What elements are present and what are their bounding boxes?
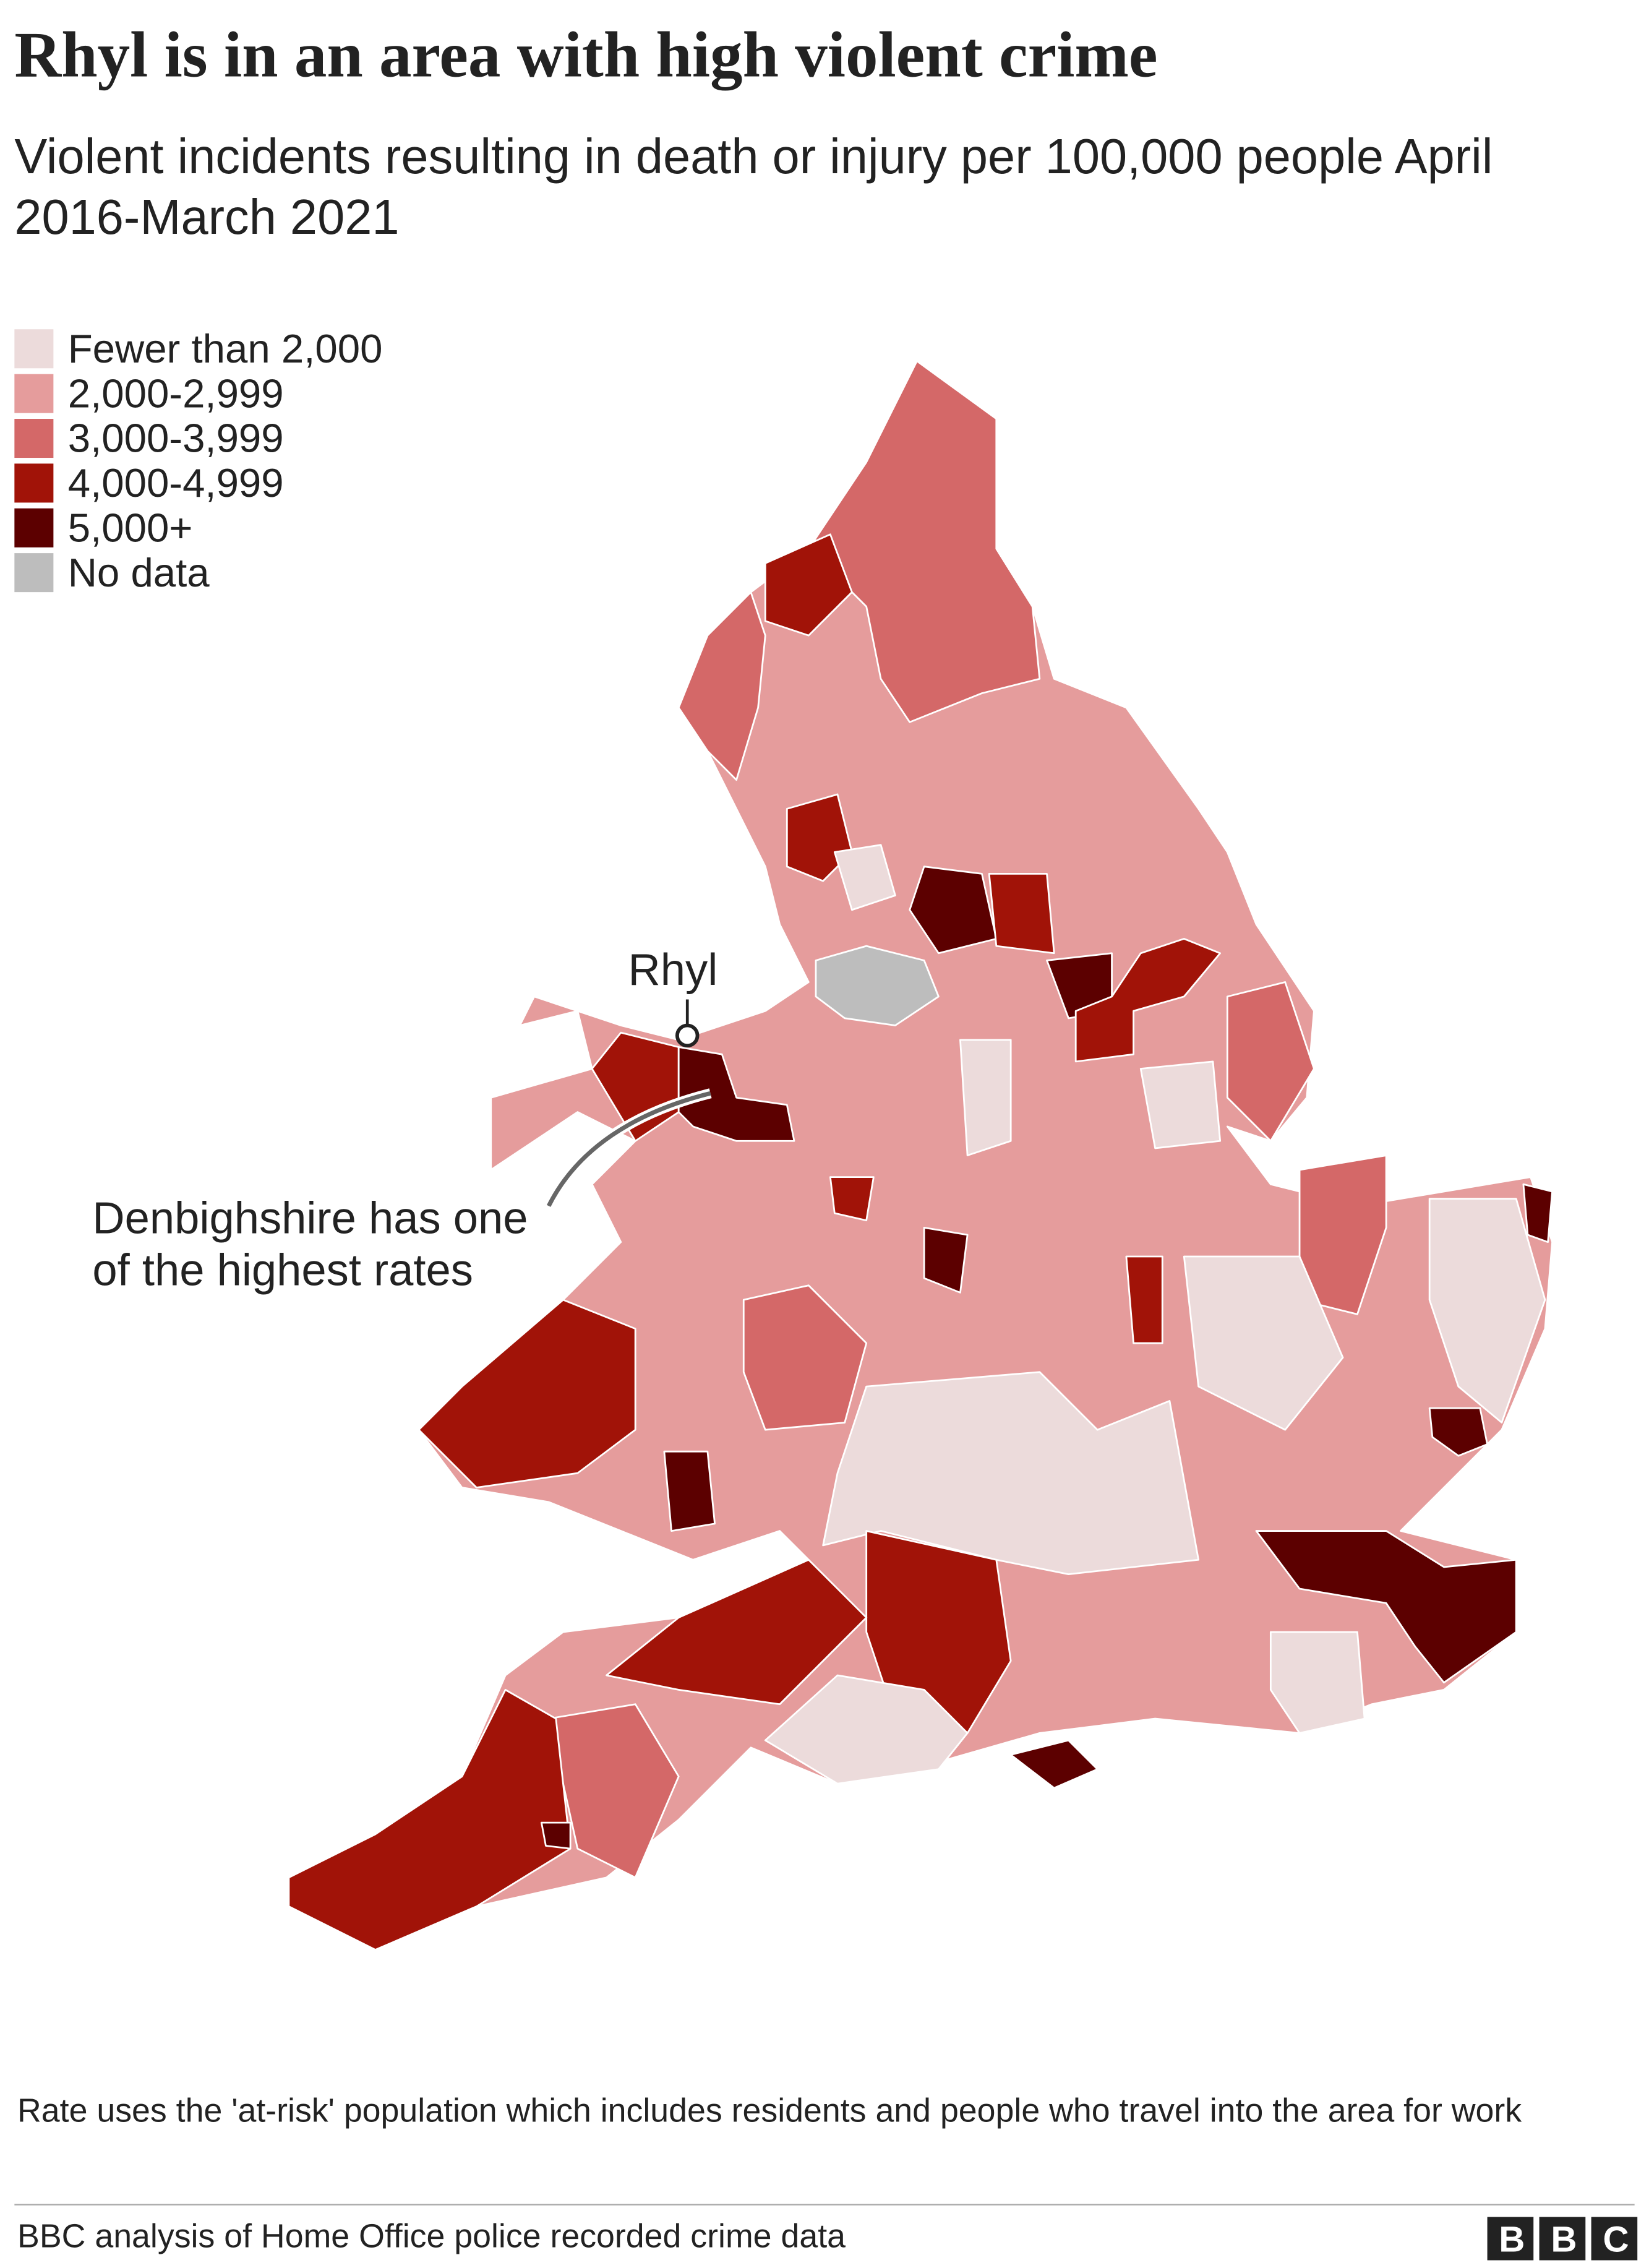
regions — [288, 360, 1553, 1951]
region — [786, 793, 853, 882]
note-leader — [546, 1091, 711, 1207]
legend-item: Fewer than 2,000 — [14, 325, 383, 371]
region — [677, 591, 766, 781]
subtitle: Violent incidents resulting in death or … — [14, 130, 1493, 246]
legend-swatch — [14, 374, 54, 413]
legend-label: 5,000+ — [67, 504, 193, 550]
region — [663, 1450, 716, 1532]
region — [988, 872, 1055, 955]
legend-swatch — [14, 508, 54, 548]
logo-box — [1487, 2217, 1534, 2261]
region — [1226, 981, 1315, 1142]
region — [1522, 1183, 1553, 1244]
region — [829, 1176, 875, 1222]
legend-item: 3,000-3,999 — [14, 415, 382, 460]
region — [742, 1284, 868, 1431]
region — [1428, 1198, 1546, 1424]
legend-item: 2,000-2,999 — [14, 371, 382, 416]
legend-item: 5,000+ — [14, 505, 382, 550]
legend-item: No data — [14, 549, 382, 595]
legend-swatch — [14, 329, 54, 369]
region — [288, 1688, 572, 1951]
region — [959, 1039, 1012, 1157]
region — [547, 1703, 680, 1879]
legend-label: No data — [67, 549, 210, 595]
region — [807, 360, 1041, 723]
logo-box — [1591, 2217, 1638, 2261]
region — [833, 844, 896, 911]
region — [764, 533, 853, 637]
region — [764, 1674, 969, 1785]
region — [1139, 1060, 1222, 1149]
logo-box — [1539, 2217, 1586, 2261]
region — [1269, 1631, 1366, 1734]
legend-label: 2,000-2,999 — [67, 370, 284, 416]
region — [923, 1226, 969, 1294]
legend-label: 4,000-4,999 — [67, 460, 284, 505]
region — [909, 866, 998, 955]
logo: BBC — [1487, 2217, 1638, 2261]
region — [1009, 1739, 1099, 1789]
rule — [14, 2204, 1635, 2206]
source: BBC analysis of Home Office police recor… — [17, 2217, 846, 2255]
rhyl-point — [675, 1023, 700, 1048]
region — [815, 945, 940, 1026]
legend-label: 3,000-3,999 — [67, 415, 284, 460]
rhyl-marker — [675, 999, 700, 1048]
title: Rhyl is in an area with high violent cri… — [14, 19, 1158, 92]
region — [822, 1371, 1200, 1576]
region — [541, 1821, 572, 1850]
legend: Fewer than 2,000 2,000-2,999 3,000-3,999 4,… — [14, 325, 383, 595]
region — [418, 1299, 636, 1488]
legend-label: Fewer than 2,000 — [67, 325, 383, 371]
map — [288, 360, 1553, 1951]
annotation: Denbighshire has one of the highest rate… — [92, 1193, 528, 1296]
footnote: Rate uses the 'at-risk' population which… — [17, 2091, 1522, 2129]
logo-text: BBC — [1499, 2219, 1637, 2259]
region — [1183, 1255, 1344, 1431]
legend-swatch — [14, 463, 54, 503]
region — [1255, 1530, 1517, 1684]
place-label: Rhyl — [628, 944, 718, 995]
legend-item: 4,000-4,999 — [14, 460, 382, 505]
region — [1428, 1407, 1488, 1457]
legend-swatch — [14, 419, 54, 458]
region — [1074, 938, 1222, 1063]
region — [1125, 1255, 1163, 1344]
region — [606, 1558, 868, 1706]
region — [677, 1046, 795, 1142]
legend-swatch — [14, 553, 54, 593]
